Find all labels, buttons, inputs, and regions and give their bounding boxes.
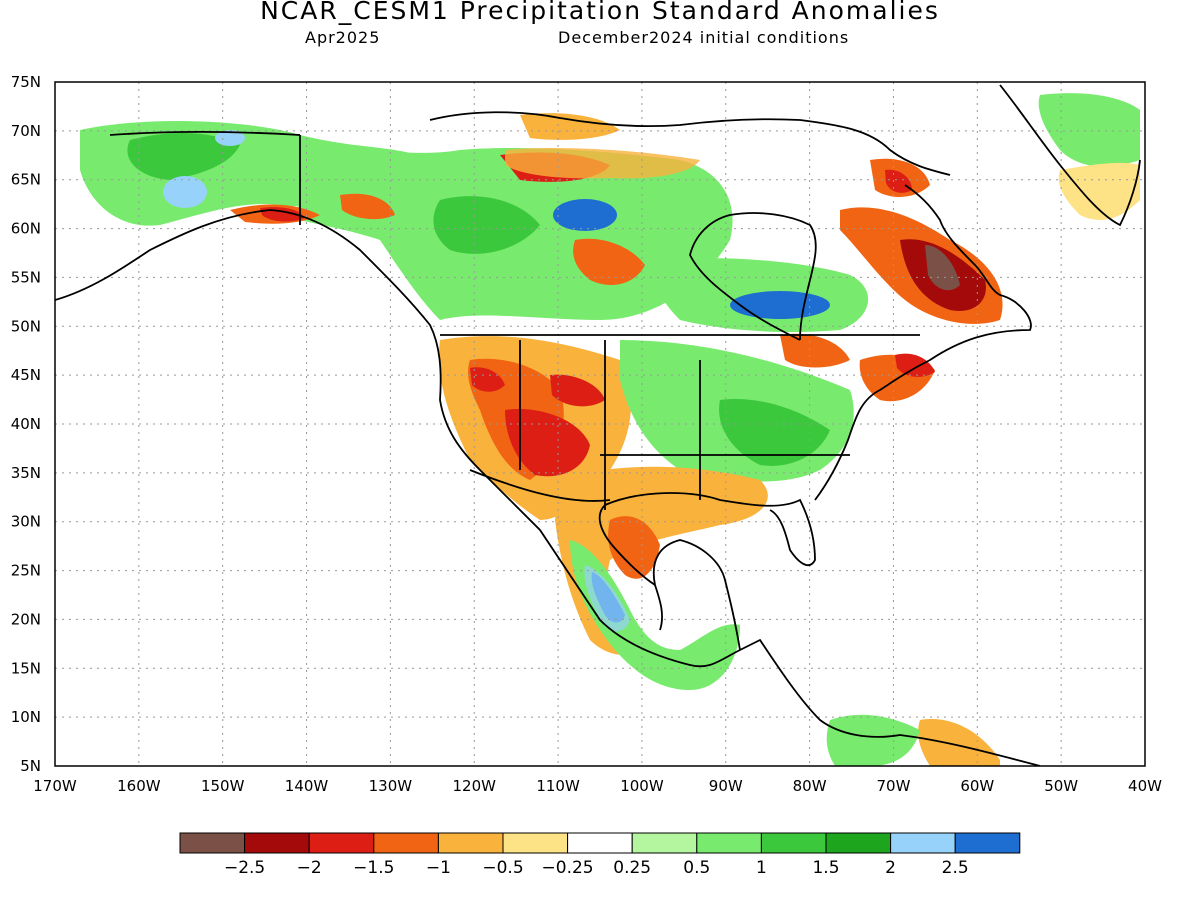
green-dark-canada	[433, 196, 540, 254]
lon-tick-label: 170W	[33, 777, 77, 795]
initial-conditions: December2024 initial conditions	[558, 28, 850, 47]
orange-arctic-north	[520, 113, 620, 140]
lon-tick-label: 40W	[1128, 777, 1162, 795]
lon-tick-label: 120W	[452, 777, 496, 795]
colorbar-label: 2.5	[942, 858, 969, 878]
colorbar-swatch	[179, 832, 246, 854]
lon-tick-labels: 170W 160W 150W 140W 130W 120W 110W 100W 90W 80W 70…	[33, 777, 1162, 795]
forecast-month: Apr2025	[305, 28, 381, 47]
red-fourcorners	[505, 409, 590, 477]
green-dark-east	[719, 399, 830, 466]
colorbar-swatch	[244, 832, 310, 854]
colorbar-swatch	[825, 832, 892, 854]
light-blue-mexico	[584, 565, 630, 632]
colorbar	[179, 832, 1021, 854]
colorbar-label: 0.25	[613, 858, 651, 878]
colorbar-swatch	[567, 832, 633, 854]
green-dark-alaska	[127, 133, 240, 180]
colorbar-label: −1.5	[353, 858, 394, 878]
lon-tick-label: 150W	[201, 777, 245, 795]
lon-tick-label: 60W	[960, 777, 994, 795]
orange-nunavut	[505, 148, 700, 179]
blue-hudson-south	[730, 291, 830, 319]
lon-tick-label: 110W	[536, 777, 580, 795]
lon-tick-label: 70W	[877, 777, 911, 795]
colorbar-swatch	[890, 832, 956, 854]
colorbar-swatch	[373, 832, 439, 854]
lon-tick-label: 80W	[793, 777, 827, 795]
brown-labrador	[925, 245, 960, 291]
lat-tick-label: 75N	[11, 73, 41, 91]
lat-tick-label: 50N	[11, 317, 41, 335]
lon-tick-label: 50W	[1044, 777, 1078, 795]
blue-great-slave	[553, 199, 617, 231]
colorbar-swatch	[631, 832, 698, 854]
orange-bc	[340, 193, 395, 220]
lat-tick-label: 60N	[11, 220, 41, 238]
orange-hudson-west	[573, 238, 645, 285]
lat-tick-label: 10N	[11, 708, 41, 726]
lat-tick-label: 20N	[11, 610, 41, 628]
red-nbrunswick	[895, 353, 935, 377]
colorbar-label: −2	[297, 858, 322, 878]
lon-tick-label: 90W	[709, 777, 743, 795]
colorbar-swatch	[308, 832, 375, 854]
graticule	[55, 82, 1145, 766]
lat-tick-label: 25N	[11, 562, 41, 580]
lat-tick-label: 40N	[11, 415, 41, 433]
green-greenland	[1038, 93, 1140, 167]
lat-tick-label: 15N	[11, 659, 41, 677]
colorbar-label: −0.25	[542, 858, 594, 878]
red-baffin	[885, 169, 912, 193]
orange-quebec-south	[780, 333, 850, 368]
colorbar-swatch	[760, 832, 827, 854]
light-blue-nslope	[215, 130, 245, 146]
lon-tick-label: 100W	[620, 777, 664, 795]
lat-tick-label: 55N	[11, 268, 41, 286]
colorbar-swatch	[437, 832, 504, 854]
orange-venezuela	[918, 719, 1000, 766]
lon-tick-label: 130W	[369, 777, 413, 795]
colorbar-labels: −2.5 −2 −1.5 −1 −0.5 −0.25 0.25 0.5 1 1.5 2 2.5	[224, 858, 969, 878]
red-wyoming	[550, 374, 605, 407]
lat-tick-label: 45N	[11, 366, 41, 384]
colorbar-label: −2.5	[224, 858, 265, 878]
colorbar-swatch	[696, 832, 762, 854]
colorbar-swatch	[954, 832, 1021, 854]
chart-title: NCAR_CESM1 Precipitation Standard Anomal…	[260, 0, 940, 25]
coastlines	[55, 84, 1141, 766]
green-colombia	[826, 714, 920, 766]
red-idaho	[470, 367, 505, 392]
colorbar-label: −0.5	[482, 858, 523, 878]
green-mexico-west	[570, 540, 740, 690]
lat-tick-label: 30N	[11, 513, 41, 531]
colorbar-label: 2	[885, 858, 896, 878]
colorbar-label: 1.5	[812, 858, 839, 878]
lon-tick-label: 140W	[285, 777, 329, 795]
orange-dark-mexico	[608, 516, 660, 579]
lat-tick-labels: 5N 10N 15N 20N 25N 30N 35N 40N 45N 50N 55N 60N 65N 70…	[11, 73, 41, 775]
lat-tick-label: 65N	[11, 171, 41, 189]
lon-tick-label: 160W	[117, 777, 161, 795]
lat-tick-label: 70N	[11, 122, 41, 140]
colorbar-label: −1	[426, 858, 451, 878]
colorbar-label: 0.5	[683, 858, 710, 878]
colorbar-label: 1	[756, 858, 767, 878]
light-blue-alaska	[163, 176, 207, 208]
lat-tick-label: 5N	[20, 757, 41, 775]
map-frame	[54, 81, 1146, 767]
anomaly-field	[80, 93, 1140, 766]
colorbar-swatch	[502, 832, 569, 854]
yellow-greenland-south	[1058, 162, 1140, 220]
lat-tick-label: 35N	[11, 464, 41, 482]
